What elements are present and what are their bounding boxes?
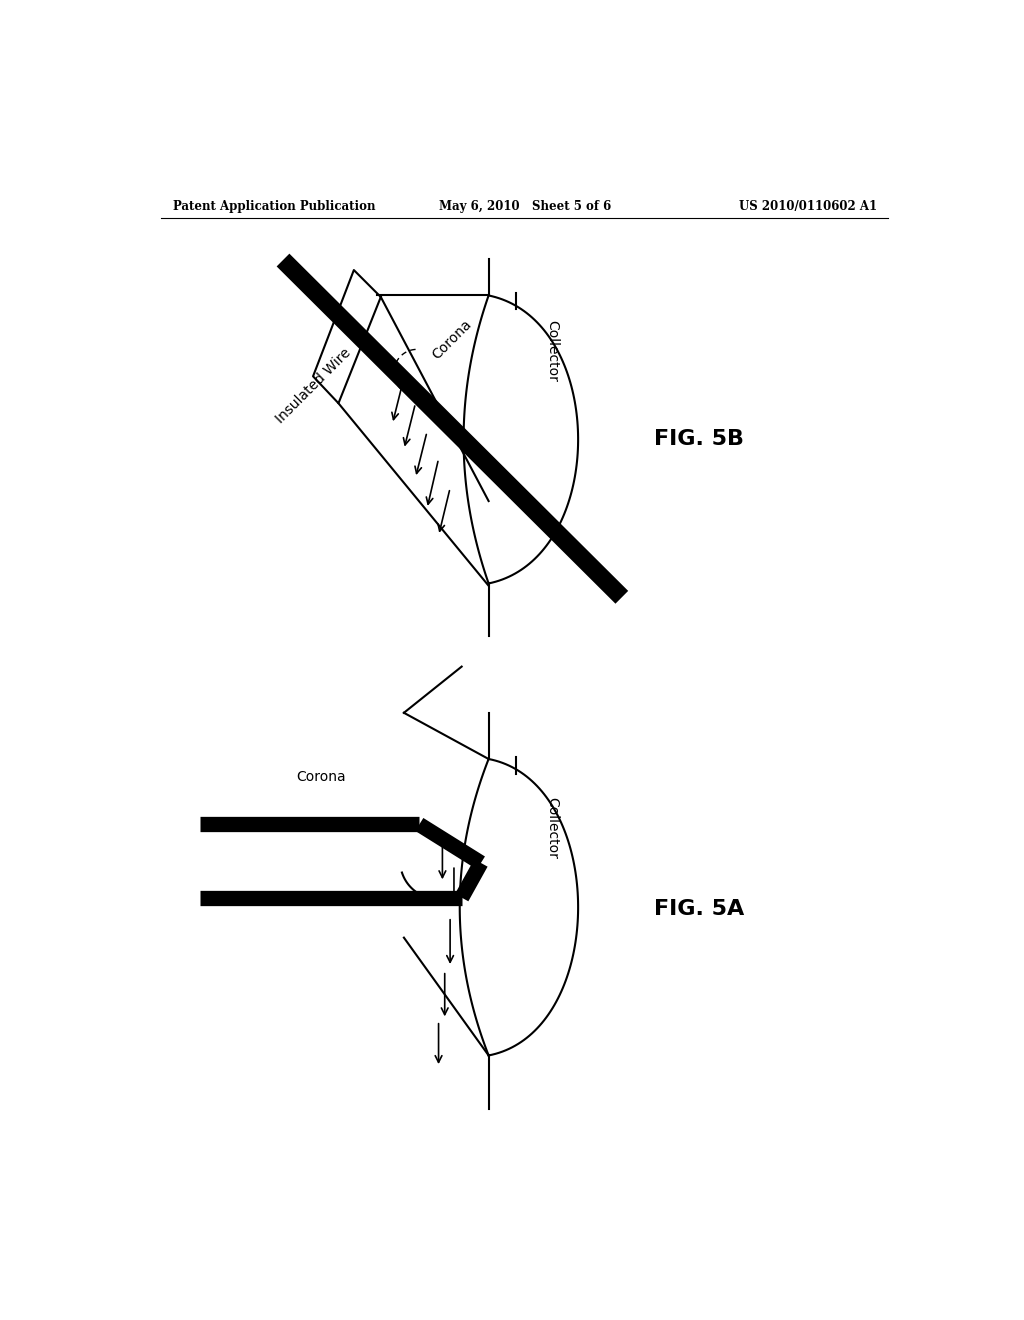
Text: US 2010/0110602 A1: US 2010/0110602 A1 xyxy=(739,199,878,213)
Text: Patent Application Publication: Patent Application Publication xyxy=(173,199,376,213)
Text: FIG. 5A: FIG. 5A xyxy=(653,899,744,919)
Text: Collector: Collector xyxy=(546,797,559,859)
Text: Collector: Collector xyxy=(546,319,559,381)
Text: FIG. 5B: FIG. 5B xyxy=(653,429,743,449)
Text: Corona: Corona xyxy=(297,770,346,784)
Text: Insulated Wire: Insulated Wire xyxy=(273,346,354,426)
Text: May 6, 2010   Sheet 5 of 6: May 6, 2010 Sheet 5 of 6 xyxy=(438,199,610,213)
Text: Corona: Corona xyxy=(430,317,475,362)
